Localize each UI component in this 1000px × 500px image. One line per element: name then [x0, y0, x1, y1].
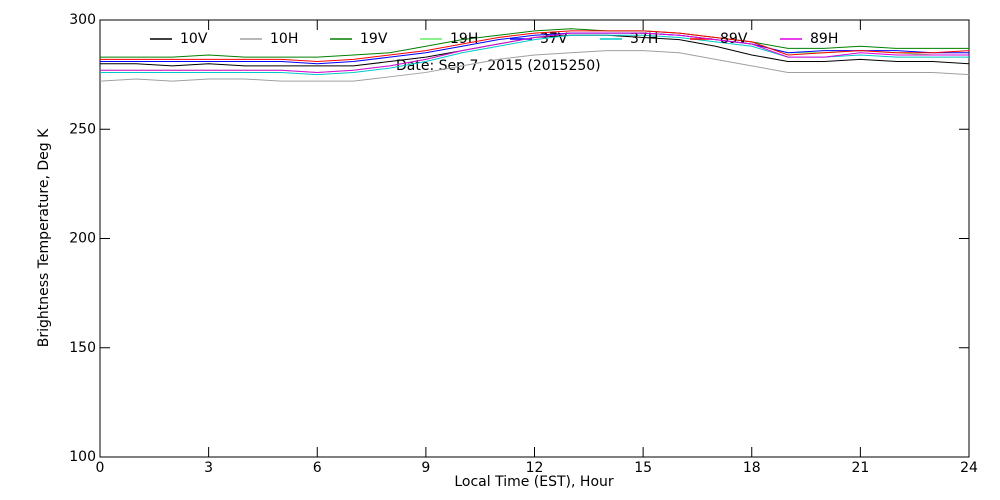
x-tick-label: 12: [526, 460, 544, 476]
legend-label: 19V: [360, 31, 388, 47]
series-line: [100, 32, 969, 73]
plot-frame: [99, 19, 970, 458]
legend-label: 37V: [540, 31, 568, 47]
legend-label: 10V: [180, 31, 208, 47]
y-axis-label: Brightness Temperature, Deg K: [36, 128, 52, 347]
legend-label: 37H: [630, 31, 658, 47]
series-line: [100, 30, 970, 63]
legend-label: 89V: [720, 31, 748, 47]
x-tick-label: 15: [634, 460, 652, 476]
legend-label: 19H: [450, 31, 478, 47]
y-tick-label: 150: [69, 340, 96, 356]
y-tick-label: 250: [69, 121, 96, 137]
x-tick-label: 24: [960, 460, 978, 476]
legend-label: 89H: [810, 31, 838, 47]
series-line: [100, 32, 969, 65]
y-tick-label: 100: [69, 449, 96, 465]
x-tick-label: 6: [313, 460, 322, 476]
x-axis-label: Local Time (EST), Hour: [454, 474, 614, 490]
x-tick-label: 9: [421, 460, 430, 476]
y-tick-label: 300: [69, 12, 96, 28]
x-tick-label: 21: [851, 460, 869, 476]
series-line: [100, 28, 969, 58]
x-tick-label: 18: [743, 460, 761, 476]
y-tick-label: 200: [69, 231, 96, 247]
legend-label: 10H: [270, 31, 298, 47]
x-tick-label: 3: [204, 460, 213, 476]
series-line: [99, 50, 970, 82]
annotation: Date: Sep 7, 2015 (2015250): [396, 58, 601, 74]
x-tick-label: 0: [96, 460, 105, 476]
